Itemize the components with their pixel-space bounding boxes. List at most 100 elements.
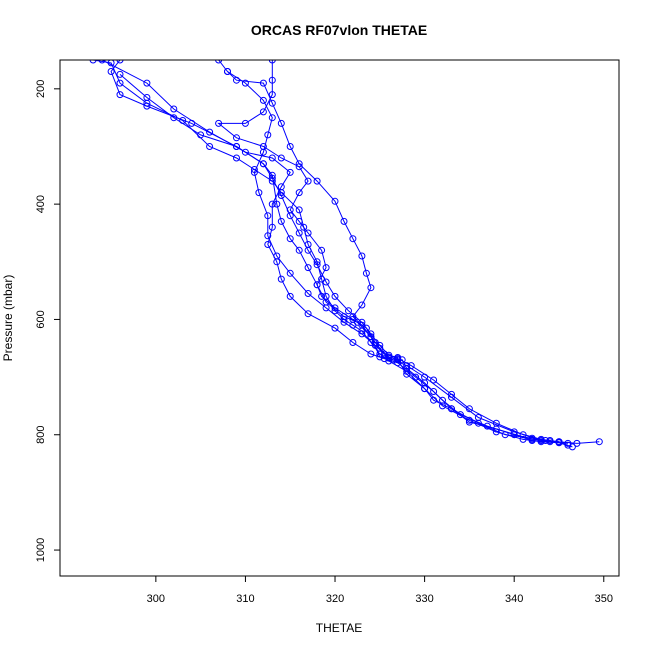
data-point [170,114,178,122]
data-point [295,229,303,237]
data-point [465,405,473,413]
data-point [358,301,366,309]
data-point [116,70,124,78]
data-point [295,246,303,254]
data-point [331,304,339,312]
series-2 [98,60,563,446]
y-axis-label: Pressure (mbar) [1,275,15,362]
data-point [313,281,321,289]
data-point [304,177,312,185]
data-point [367,330,375,338]
data-point [170,105,178,113]
data-point [277,192,285,199]
data-point [295,217,303,225]
series-line [218,60,600,444]
data-point [241,148,249,156]
data-point [277,119,285,127]
data-point [304,290,312,297]
data-point [295,206,303,214]
data-point [143,94,151,101]
series-line [110,60,568,444]
data-point [233,134,240,142]
data-point [250,168,258,176]
data-point [331,324,339,332]
data-point [322,304,330,312]
data-point [304,264,312,272]
data-point [233,143,240,150]
data-point [241,119,249,127]
plot-frame [59,59,620,577]
data-point [268,174,276,182]
data-point [555,438,563,446]
data-point [367,350,375,358]
data-point [367,284,375,292]
x-tick-label: 330 [415,593,433,605]
data-point [268,99,276,107]
data-point [268,154,276,162]
data-point [116,79,124,87]
data-point [421,385,429,393]
data-point [224,68,231,75]
data-point [233,154,240,162]
data-point [116,91,124,99]
data-point [349,235,357,243]
data-point [349,339,357,346]
data-point [313,261,321,269]
data-point [268,91,276,99]
x-tick-label: 320 [326,593,344,605]
data-point [268,200,276,208]
data-point [358,252,366,260]
data-point [358,330,366,338]
data-point [412,373,420,381]
data-point [259,79,267,87]
y-tick-label: 600 [35,310,47,328]
data-point [277,217,285,225]
data-point [241,79,249,87]
series-6 [116,70,563,446]
x-tick-label: 310 [236,593,254,605]
data-point [277,275,285,283]
data-point [98,60,106,64]
data-point [340,318,348,326]
data-point [322,264,330,272]
data-point [286,212,294,220]
series-line [227,71,569,446]
data-point [313,177,321,185]
data-point [206,128,214,136]
series-line [93,60,573,448]
data-point [456,411,464,419]
data-point [546,437,554,444]
data-point [304,246,312,254]
data-point [259,160,267,168]
data-point [376,341,384,349]
data-point [273,252,281,260]
data-point [358,318,366,326]
y-tick-label: 200 [35,80,47,98]
data-point [394,355,402,363]
data-point [286,168,294,176]
data-point [143,102,151,110]
data-point [403,370,411,378]
data-point [286,269,294,277]
data-point [519,431,527,439]
data-point [448,405,455,413]
data-point [268,114,276,122]
data-point [264,241,272,248]
data-point [465,418,473,426]
data-point [331,197,339,205]
data-point [215,119,223,127]
x-tick-label: 300 [147,593,165,605]
data-point [264,131,272,139]
y-axis: 200 400 600 800 1000 [35,80,61,562]
data-point [430,388,438,395]
data-point [380,355,388,363]
y-tick-label: 1000 [35,538,47,562]
data-point [277,154,285,162]
data-point [345,307,352,315]
data-point [264,212,272,220]
data-point [448,390,455,398]
y-tick-label: 800 [35,426,47,444]
data-point [273,200,281,208]
data-point [268,76,276,84]
